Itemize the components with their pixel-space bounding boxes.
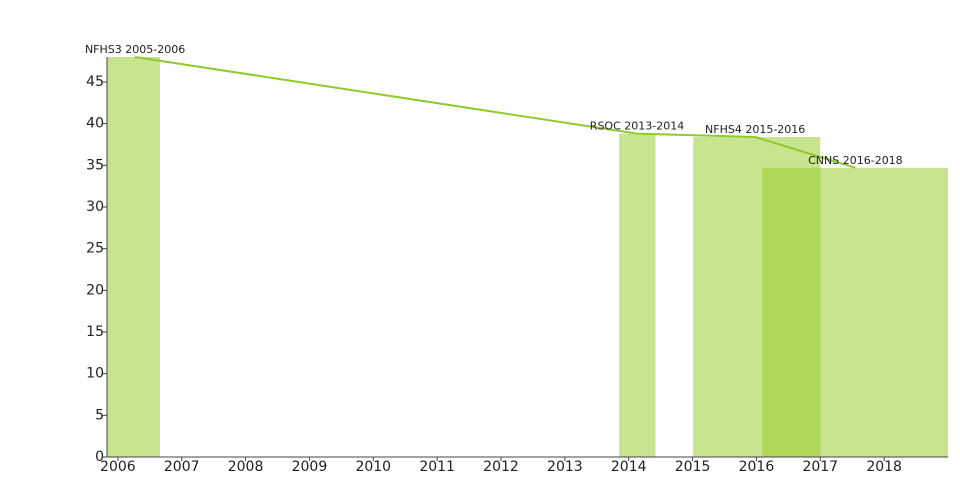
y-tick-label: 40 <box>86 116 104 132</box>
x-tick-label: 2014 <box>611 459 647 475</box>
bar <box>107 57 161 457</box>
y-tick-label: 20 <box>86 282 104 298</box>
y-tick-label: 45 <box>86 74 104 90</box>
y-tick-label: 30 <box>86 199 104 215</box>
x-tick-label: 2012 <box>483 459 519 475</box>
bar <box>619 133 656 457</box>
x-tick-label: 2015 <box>675 459 711 475</box>
y-tick-label: 0 <box>95 449 104 465</box>
x-tick-label: 2009 <box>292 459 328 475</box>
x-tick-label: 2008 <box>228 459 264 475</box>
bar <box>762 167 948 458</box>
x-tick-label: 2013 <box>547 459 583 475</box>
x-tick-label: 2006 <box>100 459 136 475</box>
y-tick-label: 10 <box>86 366 104 382</box>
y-tick-label: 25 <box>86 241 104 257</box>
x-tick-label: 2018 <box>866 459 902 475</box>
y-tick-label: 5 <box>95 407 104 423</box>
point-label: NFHS3 2005-2006 <box>85 43 185 56</box>
x-tick-label: 2007 <box>164 459 200 475</box>
x-tick-label: 2010 <box>355 459 391 475</box>
y-tick-label: 35 <box>86 157 104 173</box>
point-label: CNNS 2016-2018 <box>808 154 903 167</box>
x-tick-label: 2016 <box>739 459 775 475</box>
x-tick-label: 2011 <box>419 459 455 475</box>
x-tick-label: 2017 <box>802 459 838 475</box>
point-label: NFHS4 2015-2016 <box>705 123 805 136</box>
trend-line <box>134 56 856 169</box>
y-tick-label: 15 <box>86 324 104 340</box>
point-label: RSOC 2013-2014 <box>590 120 684 133</box>
